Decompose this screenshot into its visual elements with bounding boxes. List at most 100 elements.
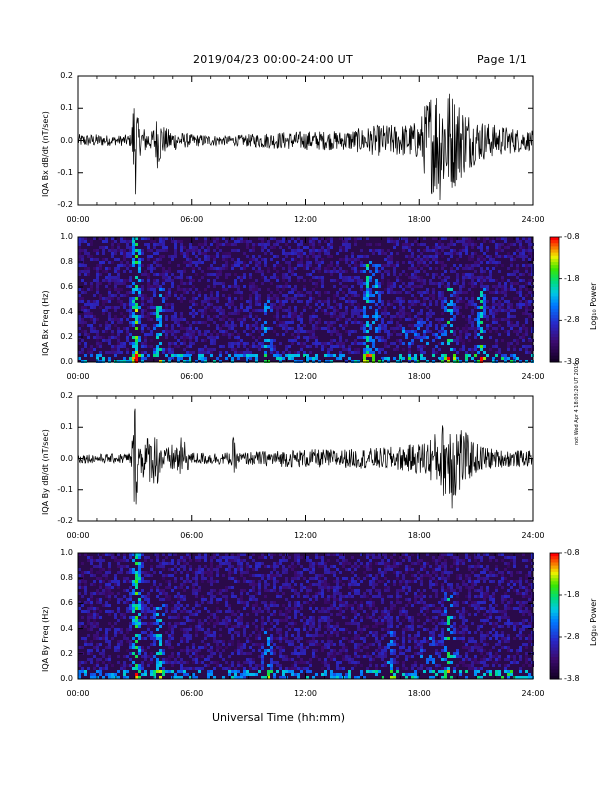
spectrogram-cell [87,288,90,291]
spectrogram-cell [198,249,201,252]
spectrogram-cell [276,351,279,354]
spectrogram-cell [162,255,165,258]
spectrogram-cell [312,315,315,318]
spectrogram-cell [120,559,123,562]
spectrogram-cell [288,309,291,312]
spectrogram-cell [480,312,483,315]
spectrogram-cell [132,240,135,243]
spectrogram-cell [174,342,177,345]
spectrogram-cell [276,628,279,631]
spectrogram-cell [312,583,315,586]
spectrogram-cell [513,309,516,312]
spectrogram-cell [507,306,510,309]
spectrogram-cell [477,318,480,321]
spectrogram-cell [339,318,342,321]
spectrogram-cell [168,655,171,658]
spectrogram-cell [210,255,213,258]
spectrogram-cell [354,312,357,315]
spectrogram-cell [297,628,300,631]
spectrogram-cell [168,613,171,616]
spectrogram-cell [276,318,279,321]
spectrogram-cell [228,345,231,348]
spectrogram-cell [426,315,429,318]
spectrogram-cell [300,258,303,261]
spectrogram-cell [126,336,129,339]
spectrogram-cell [456,312,459,315]
spectrogram-cell [504,285,507,288]
spectrogram-cell [108,267,111,270]
spectrogram-cell [276,333,279,336]
spectrogram-cell [144,270,147,273]
spectrogram-cell [126,565,129,568]
spectrogram-cell [84,303,87,306]
spectrogram-cell [450,237,453,240]
spectrogram-cell [189,276,192,279]
spectrogram-cell [231,670,234,673]
spectrogram-cell [216,240,219,243]
spectrogram-cell [342,240,345,243]
spectrogram-cell [327,237,330,240]
spectrogram-cell [252,649,255,652]
spectrogram-cell [297,261,300,264]
spectrogram-cell [408,291,411,294]
spectrogram-cell [165,643,168,646]
spectrogram-cell [93,327,96,330]
spectrogram-cell [162,559,165,562]
spectrogram-cell [147,664,150,667]
spectrogram-cell [240,589,243,592]
spectrogram-cell [105,601,108,604]
spectrogram-cell [222,243,225,246]
spectrogram-cell [135,285,138,288]
spectrogram-cell [231,676,234,679]
spectrogram-cell [171,589,174,592]
spectrogram-cell [96,273,99,276]
spectrogram-cell [171,285,174,288]
spectrogram-cell [198,351,201,354]
spectrogram-cell [321,285,324,288]
spectrogram-cell [282,315,285,318]
spectrogram-cell [321,673,324,676]
spectrogram-cell [90,604,93,607]
spectrogram-cell [132,568,135,571]
spectrogram-cell [114,634,117,637]
spectrogram-cell [255,637,258,640]
spectrogram-cell [231,556,234,559]
spectrogram-cell [138,580,141,583]
spectrogram-cell [153,351,156,354]
spectrogram-cell [105,553,108,556]
spectrogram-cell [231,357,234,360]
spectrogram-cell [384,312,387,315]
spectrogram-cell [210,297,213,300]
spectrogram-cell [333,306,336,309]
spectrogram-cell [462,246,465,249]
spectrogram-cell [282,279,285,282]
spectrogram-cell [459,240,462,243]
spectrogram-cell [405,237,408,240]
spectrogram-cell [267,583,270,586]
spectrogram-cell [414,357,417,360]
spectrogram-cell [150,267,153,270]
spectrogram-cell [333,345,336,348]
spectrogram-cell [441,324,444,327]
spectrogram-cell [390,327,393,330]
spectrogram-cell [525,306,528,309]
spectrogram-cell [159,348,162,351]
spectrogram-cell [465,246,468,249]
spectrogram-cell [435,243,438,246]
spectrogram-cell [273,321,276,324]
spectrogram-cell [483,357,486,360]
spectrogram-cell [249,664,252,667]
spectrogram-cell [141,309,144,312]
spectrogram-cell [309,559,312,562]
spectrogram-cell [147,297,150,300]
spectrogram-cell [336,279,339,282]
spectrogram-cell [294,613,297,616]
spectrogram-cell [300,643,303,646]
spectrogram-cell [489,348,492,351]
spectrogram-cell [174,318,177,321]
spectrogram-cell [456,339,459,342]
spectrogram-cell [423,330,426,333]
spectrogram-cell [321,574,324,577]
spectrogram-cell [342,243,345,246]
spectrogram-cell [309,604,312,607]
